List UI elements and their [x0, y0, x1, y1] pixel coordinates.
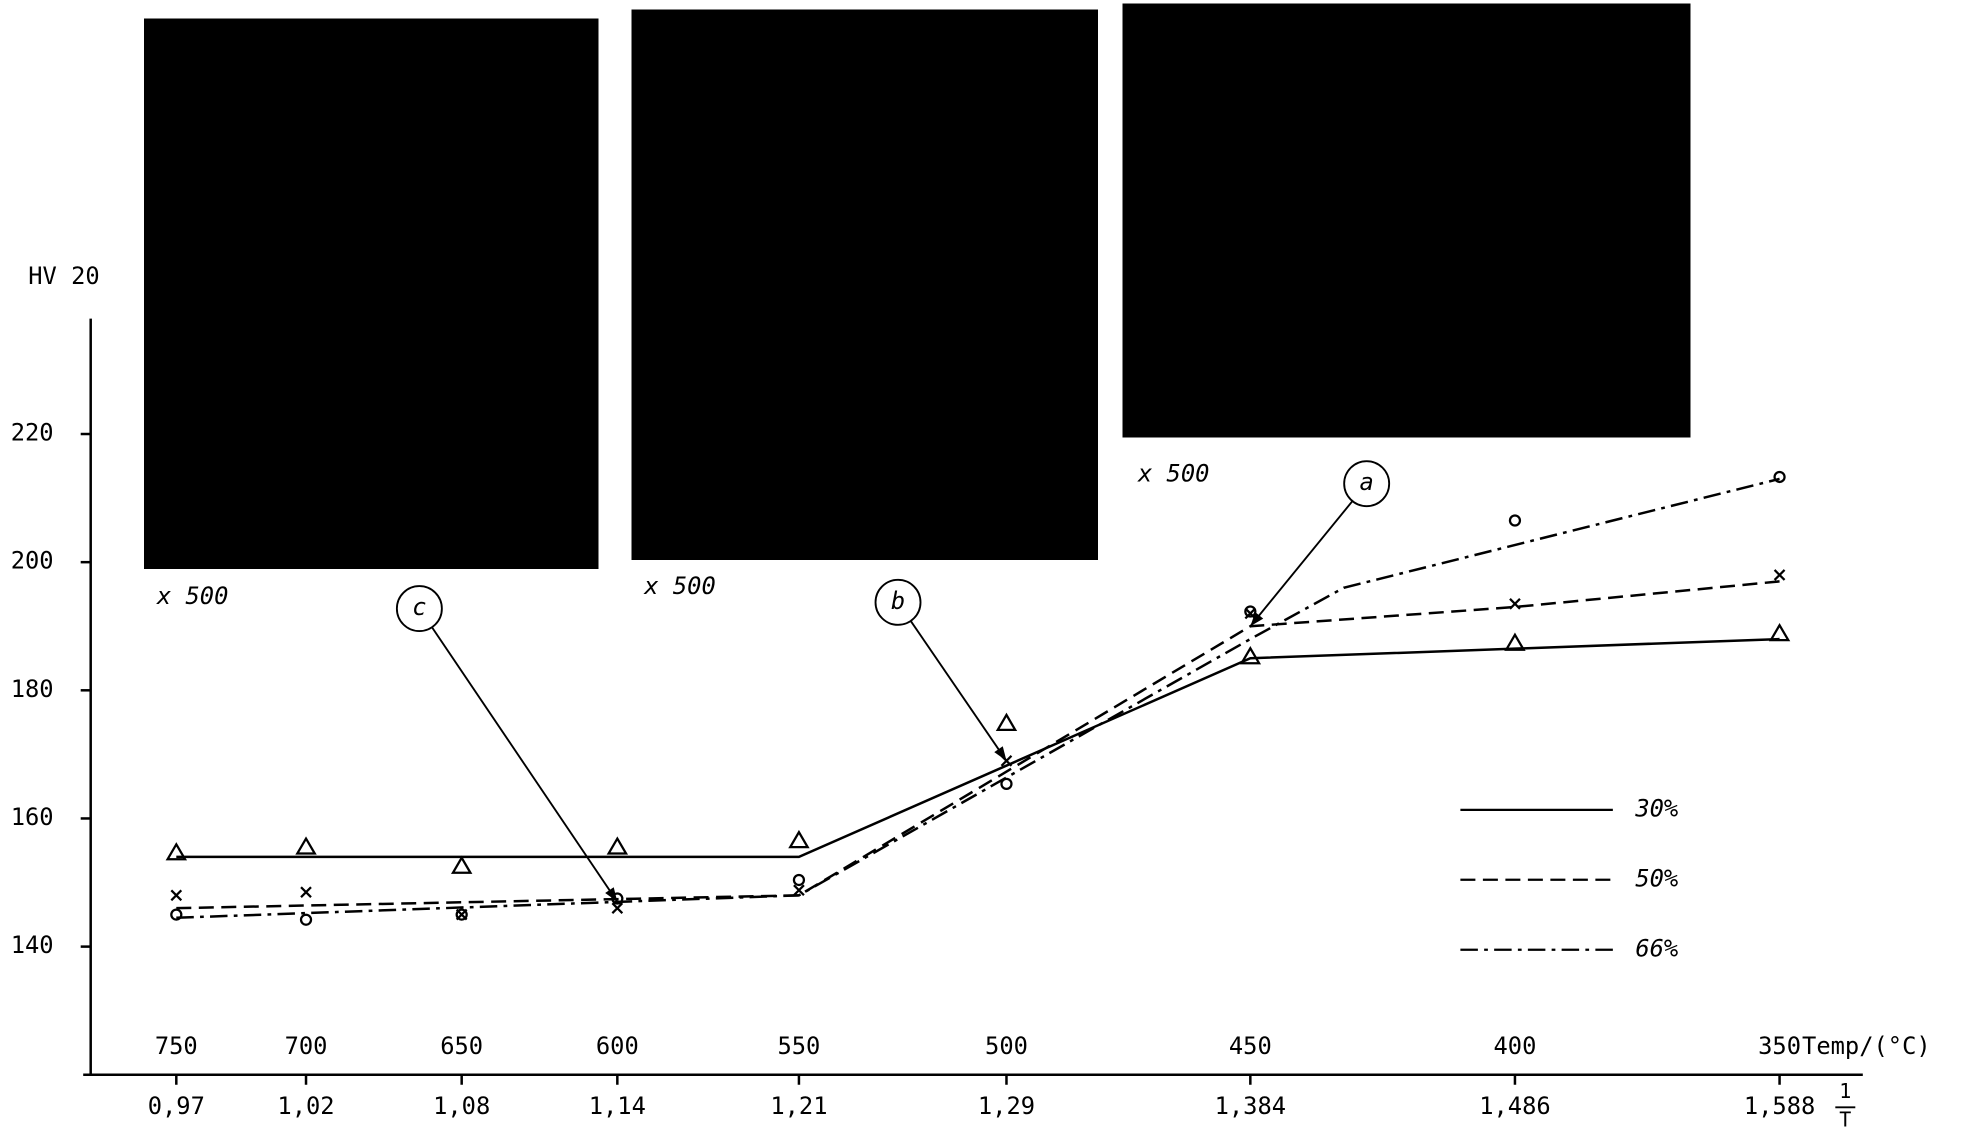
micrograph [632, 10, 1098, 560]
temp-label: 750 [155, 1032, 198, 1060]
annotation-arrow [911, 621, 1007, 761]
annotation-label: a [1360, 468, 1374, 496]
marker [794, 875, 804, 885]
temp-label: 450 [1229, 1032, 1272, 1060]
marker [1001, 779, 1011, 789]
temp-label: 500 [985, 1032, 1028, 1060]
arrow-head [994, 746, 1006, 761]
marker [1510, 599, 1520, 609]
marker [1771, 625, 1788, 640]
annotation-arrow [1250, 501, 1352, 626]
marker [790, 832, 807, 847]
image-caption: x 500 [156, 582, 228, 610]
marker [301, 887, 311, 897]
marker [453, 858, 470, 873]
marker [171, 910, 181, 920]
temp-label: 700 [285, 1032, 328, 1060]
annotation-label: b [891, 587, 905, 615]
temp-label: 650 [440, 1032, 483, 1060]
annotation-label: c [412, 593, 426, 621]
x-tick-label: 0,97 [148, 1092, 205, 1120]
micrograph [144, 19, 598, 569]
y-tick-label: 180 [11, 675, 54, 703]
marker [1510, 516, 1520, 526]
y-tick-label: 140 [11, 931, 54, 959]
temp-label: 600 [596, 1032, 639, 1060]
page: HV 20 140 160 180 200 220 0,97 750 1,02 700 1,08 65… [0, 0, 1961, 1131]
y-tick-label: 200 [11, 547, 54, 575]
image-caption: x 500 [1137, 459, 1209, 487]
x-label-numerator: 1 [1839, 1079, 1851, 1103]
image-caption: x 500 [643, 572, 715, 600]
marker [794, 885, 804, 895]
x-label-denominator: T [1839, 1108, 1851, 1131]
chart: HV 20 140 160 180 200 220 0,97 750 1,02 700 1,08 65… [0, 0, 1961, 1131]
temp-label: 350 [1758, 1032, 1801, 1060]
micrograph [1123, 4, 1690, 438]
x-tick-label: 1,588 [1744, 1092, 1815, 1120]
marker [1775, 472, 1785, 482]
x-tick-label: 1,21 [770, 1092, 827, 1120]
y-tick-label: 220 [11, 419, 54, 447]
legend-label: 50% [1635, 864, 1678, 892]
temp-axis-label: Temp/(°C) [1802, 1032, 1931, 1060]
x-tick-label: 1,14 [589, 1092, 646, 1120]
x-tick-label: 1,486 [1479, 1092, 1550, 1120]
x-tick-label: 1,29 [978, 1092, 1035, 1120]
x-tick-label: 1,08 [433, 1092, 490, 1120]
fit-line [176, 639, 1779, 857]
y-axis-label: HV 20 [28, 262, 99, 290]
marker [301, 915, 311, 925]
marker [609, 839, 626, 854]
legend-label: 66% [1635, 934, 1678, 962]
marker [1775, 570, 1785, 580]
x-tick-label: 1,384 [1215, 1092, 1286, 1120]
marker [297, 839, 314, 854]
y-tick-label: 160 [11, 803, 54, 831]
x-tick-label: 1,02 [277, 1092, 334, 1120]
marker [171, 890, 181, 900]
marker [998, 715, 1015, 730]
temp-label: 550 [777, 1032, 820, 1060]
temp-label: 400 [1494, 1032, 1537, 1060]
legend-label: 30% [1634, 794, 1678, 822]
